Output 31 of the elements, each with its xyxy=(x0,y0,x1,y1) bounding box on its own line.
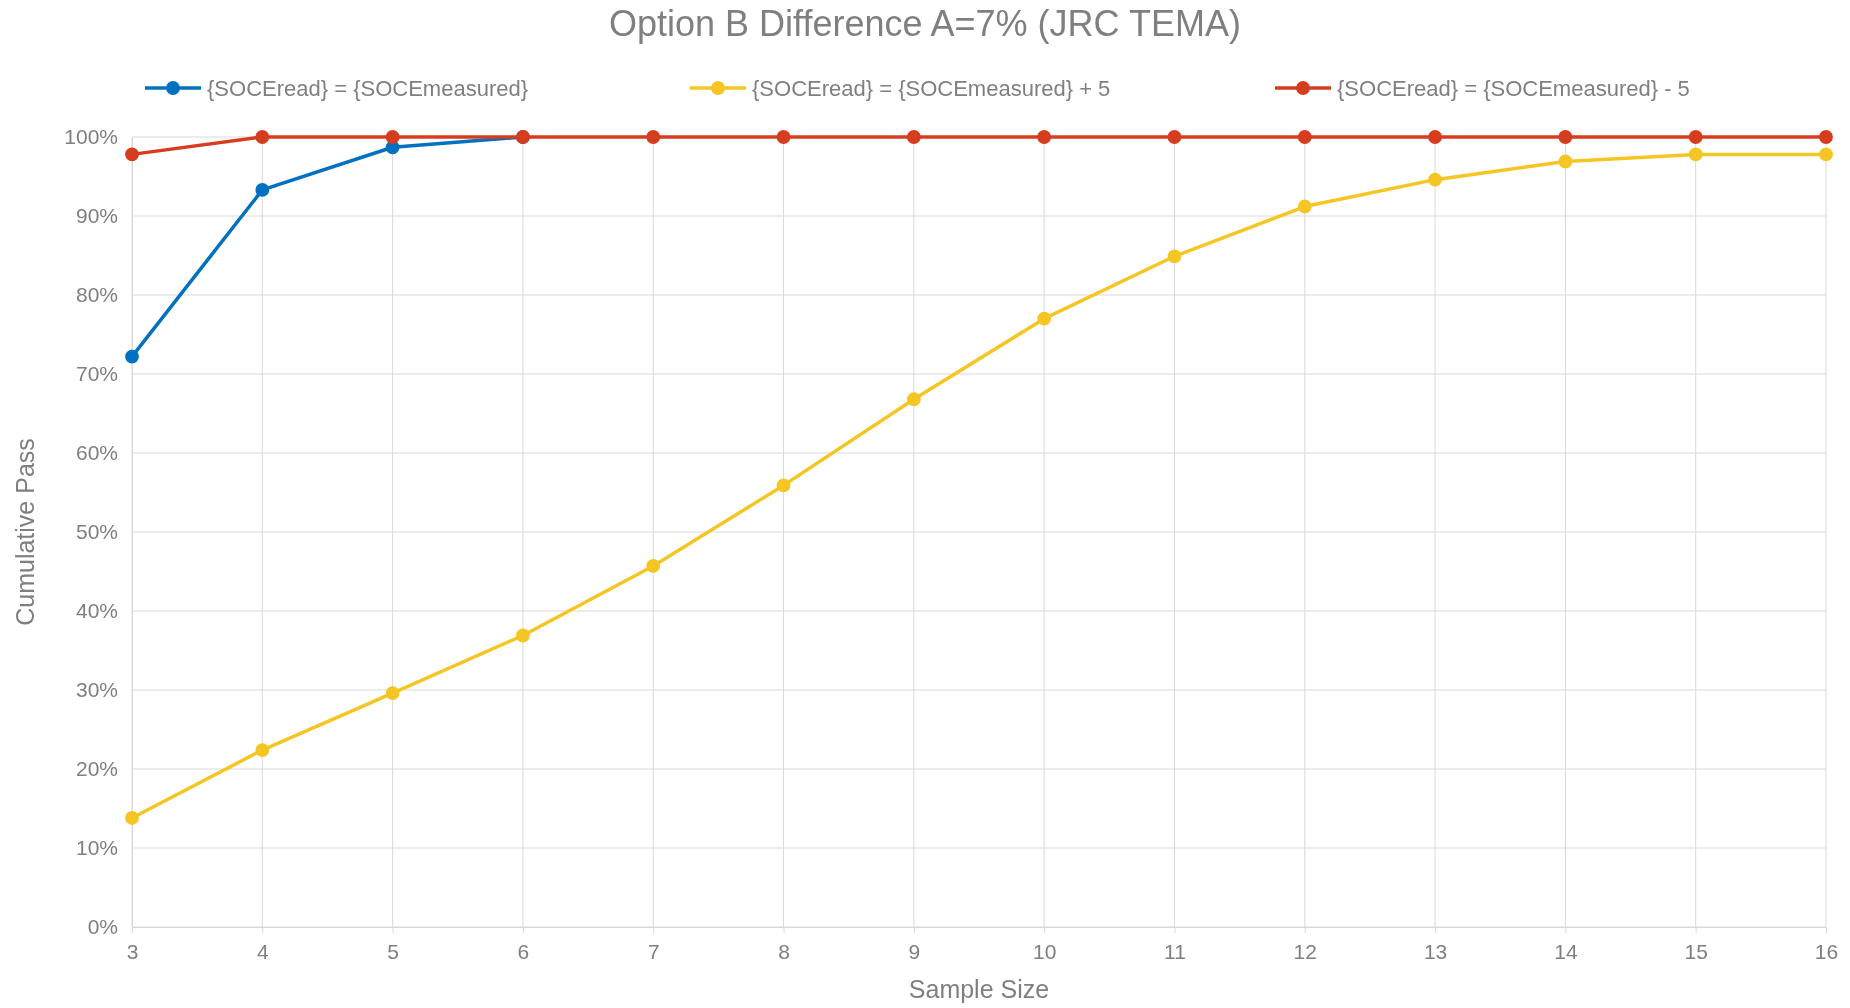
x-tick-label: 4 xyxy=(256,940,269,964)
y-tick-label: 0% xyxy=(87,915,118,939)
x-tick-label: 7 xyxy=(647,940,660,964)
y-tick-label: 20% xyxy=(75,757,118,781)
y-tick-label: 70% xyxy=(75,362,118,386)
x-tick-label: 14 xyxy=(1554,940,1578,964)
x-tick-label: 3 xyxy=(126,940,139,964)
x-tick-label: 5 xyxy=(387,940,399,964)
x-tick-label: 8 xyxy=(778,940,790,964)
legend-label: {SOCEread} = {SOCEmeasured} + 5 xyxy=(752,75,1111,101)
x-tick-label: 16 xyxy=(1814,940,1839,964)
x-tick-label: 15 xyxy=(1684,940,1708,964)
legend-label: {SOCEread} = {SOCEmeasured} xyxy=(207,75,529,101)
y-tick-label: 90% xyxy=(75,204,118,228)
x-tick-label: 11 xyxy=(1164,940,1186,964)
y-tick-label: 40% xyxy=(75,599,118,623)
x-tick-label: 6 xyxy=(517,940,530,964)
y-tick-label: 50% xyxy=(75,520,118,544)
x-tick-label: 10 xyxy=(1032,940,1057,964)
x-tick-label: 13 xyxy=(1423,940,1448,964)
x-tick-label: 9 xyxy=(908,940,921,964)
y-tick-label: 80% xyxy=(75,283,118,307)
y-tick-label: 30% xyxy=(75,678,118,702)
legend-label: {SOCEread} = {SOCEmeasured} - 5 xyxy=(1337,75,1690,101)
x-axis-title: Sample Size xyxy=(908,975,1050,1003)
y-tick-label: 60% xyxy=(75,441,118,465)
y-tick-label: 10% xyxy=(75,836,118,860)
y-axis-title: Cumulative Pass xyxy=(11,438,39,626)
y-tick-label: 100% xyxy=(64,125,118,149)
x-tick-label: 12 xyxy=(1293,940,1317,964)
chart-title: Option B Difference A=7% (JRC TEMA) xyxy=(609,3,1241,44)
